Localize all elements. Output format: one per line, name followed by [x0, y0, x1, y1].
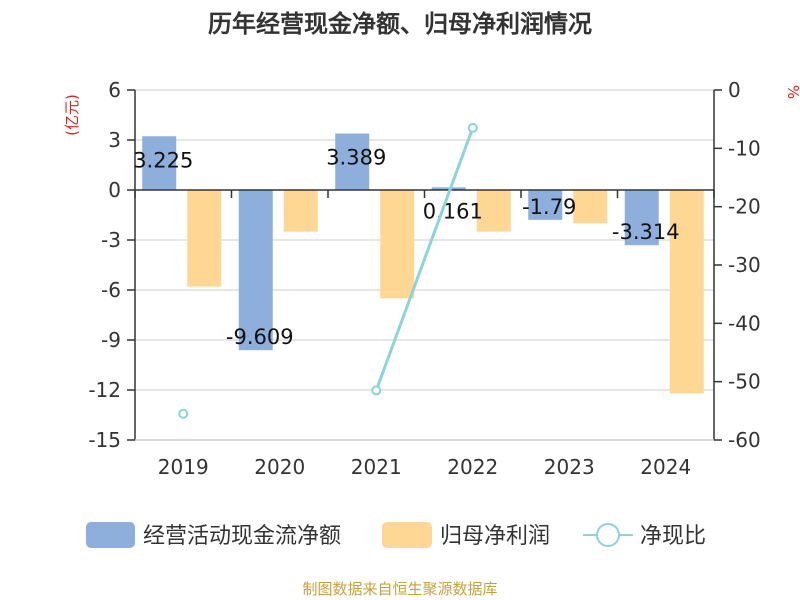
data-label-cashflow-2023: -1.79: [522, 195, 576, 219]
source-note: 制图数据来自恒生聚源数据库: [302, 580, 497, 598]
legend-swatch-cashflow: [86, 522, 135, 548]
legend-label-netprofit: 归母净利润: [440, 524, 550, 549]
legend-swatch-ratio-marker: [596, 523, 620, 547]
data-label-cashflow-2021: 3.389: [326, 146, 386, 170]
ratio-point-2022: [467, 122, 478, 133]
legend-label-ratio: 净现比: [640, 524, 706, 549]
bar-cashflow-2023: [528, 190, 563, 220]
y-right-tick-label: -30: [728, 253, 761, 277]
bar-netprofit-2024: [669, 190, 704, 394]
y-left-axis-label: (亿元): [63, 94, 81, 136]
legend-swatch-netprofit: [382, 522, 432, 548]
chart-title: 历年经营现金净额、归母净利润情况: [208, 10, 592, 38]
bar-netprofit-2019: [187, 190, 222, 287]
bar-netprofit-2022: [476, 190, 511, 232]
x-axis-tick-label: 2021: [351, 455, 402, 479]
y-right-tick-label: -40: [728, 311, 761, 335]
y-left-tick-label: -3: [101, 228, 121, 252]
y-left-tick-label: 3: [108, 128, 121, 152]
bar-cashflow-2021: [335, 133, 370, 190]
ratio-point-2019: [178, 408, 189, 419]
y-left-tick-label: -6: [101, 278, 121, 302]
x-axis-tick-label: 2020: [254, 455, 305, 479]
data-label-cashflow-2019: 3.225: [133, 148, 193, 172]
data-labels: 3.225 -9.609 3.389 0.161 -1.79 -3.314: [133, 146, 679, 350]
bar-netprofit-2020: [283, 190, 318, 232]
y-left-tick-label: 0: [108, 178, 121, 202]
legend: 经营活动现金流净额 归母净利润 净现比: [86, 522, 706, 549]
bar-cashflow-2019: [142, 136, 177, 190]
grid-lines: [135, 89, 714, 441]
ratio-line-segment: [374, 127, 475, 391]
x-axis-tick-label: 2019: [158, 455, 209, 479]
legend-label-cashflow: 经营活动现金流净额: [143, 524, 341, 549]
legend-item-netprofit[interactable]: 归母净利润: [382, 522, 550, 549]
y-left-tick-label: 6: [108, 78, 121, 102]
x-axis-tick-label: 2023: [544, 455, 595, 479]
data-label-cashflow-2020: -9.609: [226, 325, 294, 349]
y-left-tick-label: -12: [88, 378, 121, 402]
x-axis-tick-label: 2024: [640, 455, 691, 479]
legend-item-ratio[interactable]: 净现比: [583, 523, 706, 549]
bar-netprofit-2023: [573, 190, 608, 224]
legend-item-cashflow[interactable]: 经营活动现金流净额: [86, 522, 341, 549]
y-right-axis-label: %: [784, 85, 800, 99]
y-right-tick-label: -20: [728, 195, 761, 219]
line-series-group: [178, 122, 478, 419]
axes: 6 3 0 -3 -6 -9 -12 -15 0 -10 -20 -30 -40 -50 -60 2019 20…: [88, 78, 760, 479]
bar-cashflow-2024: [624, 190, 659, 246]
x-axis-tick-label: 2022: [447, 455, 498, 479]
y-left-tick-label: -15: [88, 428, 121, 452]
y-right-tick-label: -60: [728, 428, 761, 452]
bar-cashflow-2022: [431, 187, 466, 190]
y-right-tick-label: 0: [728, 78, 741, 102]
bar-netprofit-2021: [380, 190, 415, 299]
bar-series-group: [142, 133, 704, 394]
y-right-tick-label: -10: [728, 136, 761, 160]
ratio-point-2021: [371, 385, 382, 396]
y-left-tick-label: -9: [101, 328, 121, 352]
data-label-cashflow-2022: 0.161: [423, 199, 483, 223]
data-label-cashflow-2024: -3.314: [612, 220, 680, 244]
y-right-tick-label: -50: [728, 370, 761, 394]
bar-cashflow-2020: [238, 190, 273, 351]
